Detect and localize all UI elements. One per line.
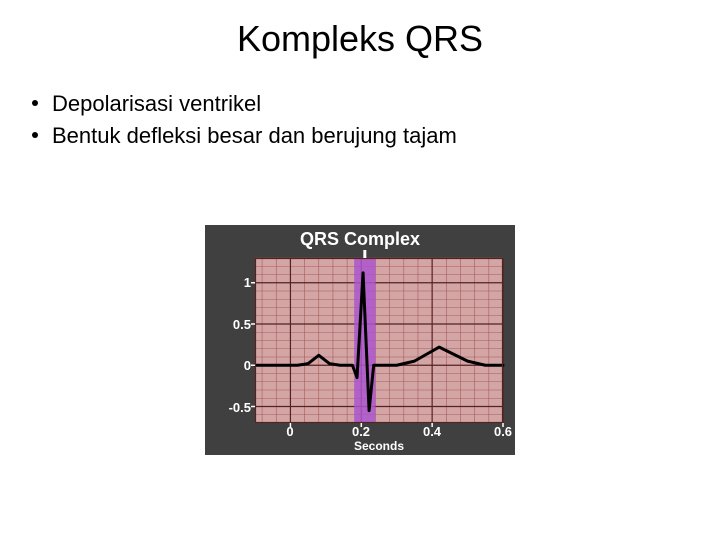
y-axis-labels: 1 0.5 0 -0.5 — [213, 258, 251, 423]
y-tick-label: 0 — [213, 359, 251, 372]
chart-svg — [255, 258, 503, 423]
bullet-text: Depolarisasi ventrikel — [52, 88, 261, 120]
qrs-chart: QRS Complex 1 0.5 0 -0.5 0 0.2 0.4 0.6 S… — [205, 225, 515, 455]
x-tick-label: 0.2 — [352, 425, 370, 438]
x-axis-title: Seconds — [255, 439, 503, 453]
bullet-item: Depolarisasi ventrikel — [32, 88, 720, 120]
y-tick-label: 0.5 — [213, 318, 251, 331]
page-title: Kompleks QRS — [0, 0, 720, 88]
bullet-dot — [32, 100, 38, 106]
y-tick-label: 1 — [213, 276, 251, 289]
bullet-item: Bentuk defleksi besar dan berujung tajam — [32, 120, 720, 152]
x-tick-label: 0 — [286, 425, 293, 438]
chart-title: QRS Complex — [205, 229, 515, 250]
bullet-text: Bentuk defleksi besar dan berujung tajam — [52, 120, 457, 152]
chart-plot-area — [255, 258, 503, 423]
bullet-dot — [32, 132, 38, 138]
x-tick-label: 0.4 — [423, 425, 441, 438]
x-tick-label: 0.6 — [494, 425, 512, 438]
bullet-list: Depolarisasi ventrikel Bentuk defleksi b… — [0, 88, 720, 152]
y-tick-label: -0.5 — [213, 401, 251, 414]
